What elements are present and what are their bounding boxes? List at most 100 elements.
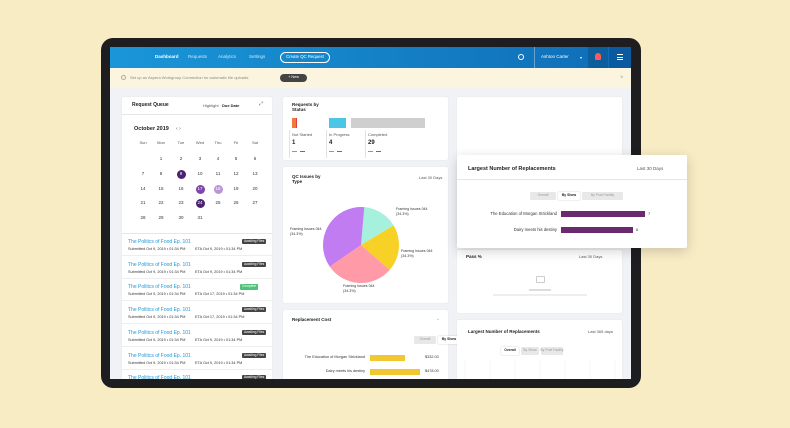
- tab[interactable]: Overall: [414, 336, 436, 344]
- menu-caret[interactable]: ⌄: [436, 316, 441, 322]
- month: October 2019: [134, 126, 169, 132]
- sparkline: [292, 151, 297, 152]
- calendar-day[interactable]: 20: [252, 186, 258, 191]
- nav-item[interactable]: Requests: [188, 54, 208, 59]
- bar-value: 7: [648, 211, 651, 216]
- tab[interactable]: By Post Facility: [540, 347, 564, 355]
- card-title: Requests by Status: [292, 102, 319, 112]
- calendar-day[interactable]: 15: [158, 186, 164, 191]
- queue-card: Request Queue Highlight Due Date ⤢ October 2…: [122, 97, 272, 379]
- status-count: 1: [292, 140, 296, 146]
- divider: [122, 300, 272, 301]
- weekday: Thu: [214, 140, 222, 145]
- calendar-day[interactable]: 27: [252, 200, 258, 205]
- bar-value: $332.00: [425, 355, 439, 359]
- search-icon[interactable]: [518, 54, 524, 60]
- calendar-day[interactable]: 9: [179, 171, 183, 176]
- calendar-day[interactable]: 21: [140, 200, 146, 205]
- calendar-day[interactable]: 19: [233, 186, 239, 191]
- range-select[interactable]: Last 30 Days: [637, 166, 664, 171]
- calendar-day[interactable]: 30: [178, 215, 184, 220]
- calendar-day[interactable]: 12: [233, 171, 239, 176]
- queue-title: Request Queue: [132, 102, 169, 108]
- calendar-day[interactable]: 28: [140, 215, 146, 220]
- sparkline: [376, 151, 381, 152]
- tab[interactable]: Overall: [530, 192, 556, 200]
- request-title[interactable]: The Politics of Food Ep. 101: [128, 261, 191, 268]
- submitted: Submitted Oct 9, 2019 • 01:34 PM: [128, 360, 186, 365]
- card-title: Largest Number of Replacements: [468, 166, 556, 172]
- divider: [122, 233, 272, 234]
- request-title[interactable]: The Politics of Food Ep. 101: [128, 375, 191, 379]
- bell-icon[interactable]: [595, 53, 601, 60]
- calendar-day[interactable]: 18: [215, 186, 221, 191]
- calendar-day[interactable]: 5: [234, 156, 238, 161]
- tab[interactable]: By Post Facility: [582, 192, 623, 200]
- range-select[interactable]: Last 30 Days: [419, 175, 443, 180]
- calendar-day[interactable]: 23: [178, 200, 184, 205]
- nav-item[interactable]: Analytics: [218, 54, 237, 59]
- divider: [122, 368, 272, 369]
- calendar-day[interactable]: 2: [179, 156, 183, 161]
- pie-slice: [361, 225, 399, 270]
- submitted: Submitted Oct 9, 2019 • 01:34 PM: [128, 337, 186, 342]
- tab[interactable]: By Show: [558, 192, 580, 200]
- empty-icon: [536, 276, 545, 283]
- calendar-day[interactable]: 1: [159, 156, 163, 161]
- menu-icon-line: [617, 56, 623, 58]
- request-title[interactable]: The Politics of Food Ep. 101: [128, 329, 191, 336]
- divider: [122, 114, 272, 115]
- nav-item[interactable]: Settings: [249, 54, 266, 59]
- range-select[interactable]: Last 30 Days: [579, 254, 603, 259]
- calendar-day[interactable]: 24: [197, 200, 203, 205]
- card-title: QC Issues by Type: [292, 174, 321, 184]
- day-highlight: [195, 198, 205, 208]
- calendar-day[interactable]: 31: [197, 215, 203, 220]
- close-icon[interactable]: ×: [620, 75, 624, 81]
- calendar-day[interactable]: 13: [252, 171, 258, 176]
- weekday: Wed: [195, 140, 205, 145]
- calendar-day[interactable]: 7: [141, 171, 145, 176]
- calendar-day[interactable]: 25: [215, 200, 221, 205]
- bar: [370, 369, 421, 375]
- top-nav: [110, 47, 631, 68]
- highlight-value[interactable]: Due Date: [222, 103, 240, 108]
- request-title[interactable]: The Politics of Food Ep. 101: [128, 239, 191, 245]
- month-arrows[interactable]: ‹ ›: [176, 126, 181, 132]
- calendar-day[interactable]: 14: [140, 186, 146, 191]
- eta: ETA Oct 9, 2019 • 01:34 PM: [195, 360, 243, 365]
- calendar-day[interactable]: 6: [253, 156, 257, 161]
- calendar-day[interactable]: 8: [159, 171, 163, 176]
- eta: ETA Oct 9, 2019 • 01:34 PM: [195, 247, 243, 251]
- create-button[interactable]: Create QC Request: [280, 52, 330, 63]
- nav-item[interactable]: Dashboard: [155, 54, 179, 59]
- calendar-day[interactable]: 29: [158, 215, 164, 220]
- range-select[interactable]: Last 365 days: [588, 329, 613, 334]
- calendar-day[interactable]: 22: [158, 200, 164, 205]
- tab[interactable]: Overall: [501, 347, 519, 355]
- banner-button[interactable]: + New: [280, 74, 307, 82]
- user-name[interactable]: Ashton Carter: [541, 54, 569, 59]
- calendar-day[interactable]: 16: [178, 186, 184, 191]
- calendar-day[interactable]: 3: [198, 156, 202, 161]
- user-caret[interactable]: ▾: [580, 55, 583, 60]
- calendar-day[interactable]: 26: [233, 200, 239, 205]
- calendar-day[interactable]: 11: [215, 171, 221, 176]
- calendar-day[interactable]: 10: [197, 171, 203, 176]
- request-title[interactable]: The Politics of Food Ep. 101: [128, 307, 191, 314]
- pie-label: Framing Issues 044: [290, 227, 322, 231]
- calendar-day[interactable]: 4: [216, 156, 220, 161]
- tab[interactable]: By Show: [438, 336, 460, 344]
- request-title[interactable]: The Politics of Food Ep. 101: [128, 284, 191, 291]
- request-title[interactable]: The Politics of Food Ep. 101: [128, 352, 191, 359]
- status-count: 4: [329, 140, 333, 146]
- expand-icon[interactable]: ⤢: [259, 101, 264, 107]
- placeholder-text: [529, 289, 551, 291]
- requests-status-card: Requests by StatusDelayedOverdueLast 30 …: [283, 97, 583, 160]
- line-chart: [464, 360, 616, 379]
- row-label: Dairy meets his destiny: [325, 369, 365, 373]
- info-icon: [121, 75, 126, 80]
- tab[interactable]: By Show: [521, 347, 539, 355]
- calendar-day[interactable]: 17: [197, 186, 203, 191]
